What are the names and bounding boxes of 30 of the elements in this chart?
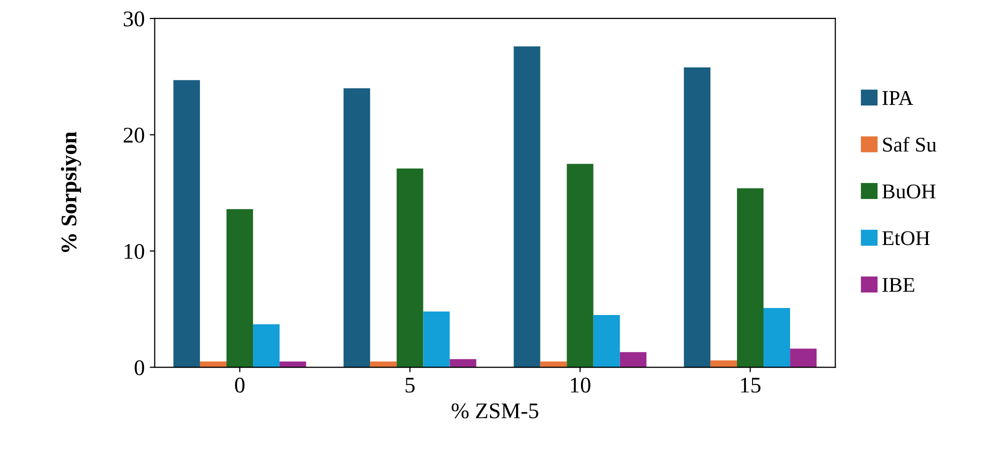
x-axis-title: % ZSM-5	[452, 403, 538, 418]
y-tick-label: 30	[124, 11, 144, 26]
bar	[566, 164, 594, 368]
bar	[450, 359, 476, 368]
legend-label: BuOH	[882, 184, 936, 198]
x-tick-label: 0	[235, 378, 244, 393]
legend-label: Saf Su	[883, 136, 936, 152]
bar	[396, 168, 424, 368]
bar	[423, 311, 450, 368]
bar	[736, 188, 764, 368]
y-tick-label: 20	[124, 128, 144, 143]
bar	[514, 46, 540, 368]
x-tick-label: 10	[570, 378, 590, 393]
legend-label: IBE	[882, 278, 914, 292]
bar	[790, 348, 817, 368]
legend-label: IPA	[882, 91, 914, 105]
x-tick-label: 5	[406, 378, 415, 393]
y-tick-label: 0	[134, 360, 144, 376]
x-tick-label: 15	[741, 378, 760, 393]
legend-label: EtOH	[882, 231, 930, 246]
bar	[593, 314, 620, 368]
y-axis-title: % Sorpsiyon	[60, 132, 82, 252]
bar	[344, 88, 370, 368]
y-tick-label: 10	[124, 244, 144, 259]
bar	[253, 324, 280, 368]
bar	[173, 80, 200, 368]
bar	[620, 352, 646, 368]
bar	[226, 209, 254, 368]
bar	[764, 308, 790, 368]
bar	[684, 67, 710, 368]
